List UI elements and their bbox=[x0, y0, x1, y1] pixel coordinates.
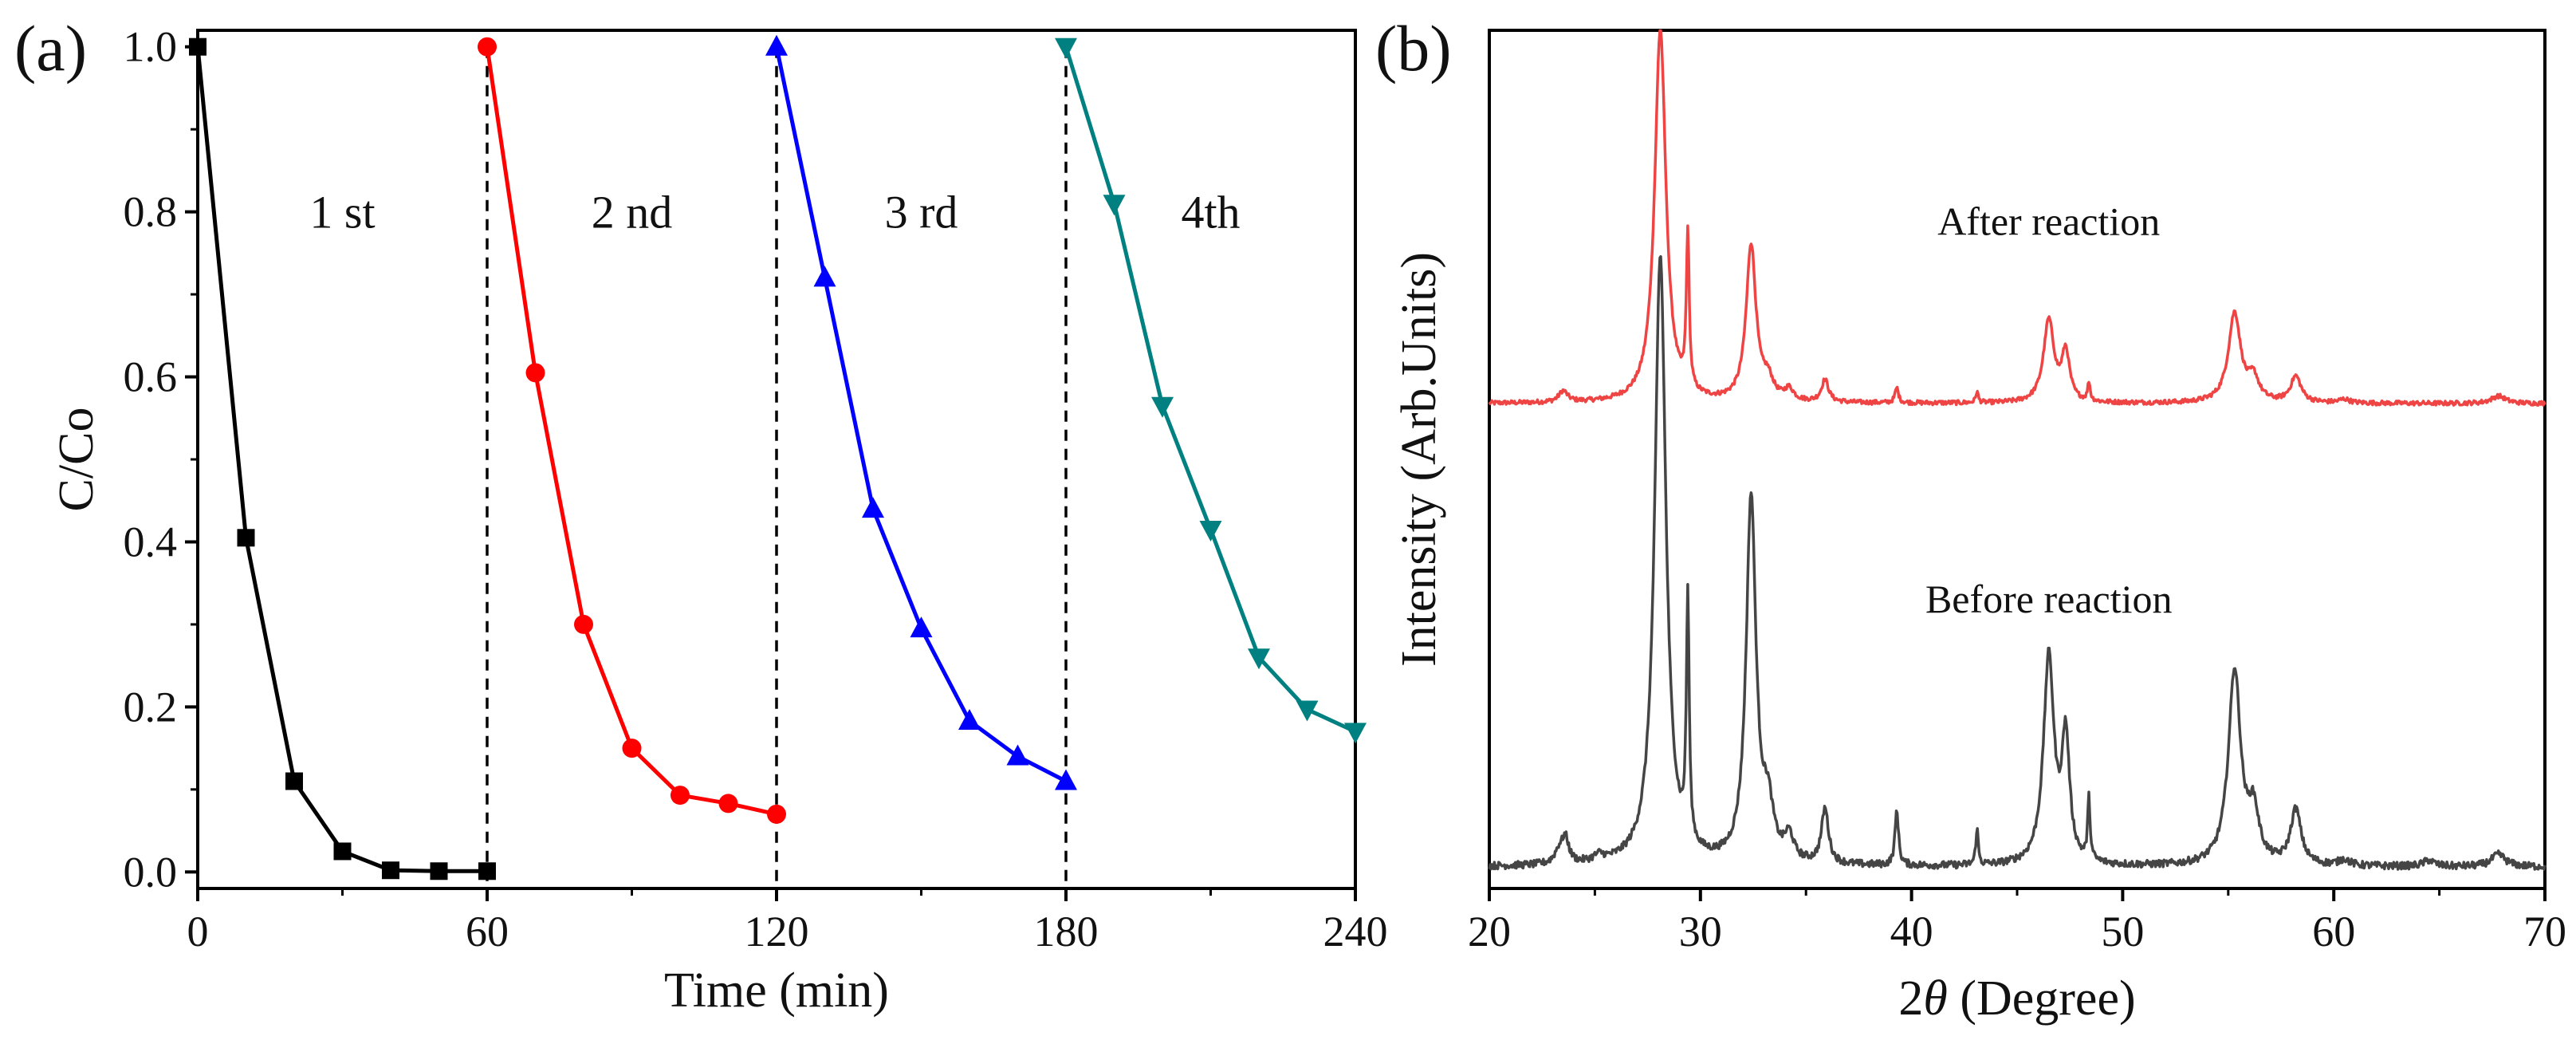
data-point bbox=[671, 786, 690, 806]
data-point bbox=[1006, 744, 1029, 766]
data-point bbox=[1055, 37, 1077, 59]
data-point bbox=[574, 614, 593, 634]
after-reaction-pattern bbox=[1488, 29, 2547, 407]
series-line bbox=[485, 46, 777, 817]
panel-a-x-axis-title: Time (min) bbox=[664, 963, 889, 1018]
panel-b-x-axis-title: 2θ (Degree) bbox=[1898, 971, 2135, 1026]
x-tick-label: 120 bbox=[745, 908, 809, 955]
panel-a-x-ticks: 0 60 120 180 240 bbox=[187, 888, 1388, 955]
data-point bbox=[718, 794, 738, 813]
x-tick-label: 0 bbox=[187, 908, 209, 955]
panel-b-y-axis-title: Intensity (Arb.Units) bbox=[1392, 252, 1446, 667]
data-point bbox=[237, 529, 255, 547]
y-tick-label: 1.0 bbox=[124, 23, 178, 71]
x-tick-label: 60 bbox=[2312, 908, 2355, 955]
data-point bbox=[910, 617, 933, 638]
panel-b-x-ticks: 20 30 40 50 60 70 bbox=[1468, 888, 2566, 955]
series-cycle-2 bbox=[478, 37, 786, 824]
panel-b-xrd-patterns: (b) After reaction Before reaction 20 30 40… bbox=[1375, 12, 2566, 1026]
series-cycle-3 bbox=[765, 34, 1077, 790]
panel-b-label: (b) bbox=[1375, 12, 1452, 85]
series-cycle-4 bbox=[1055, 37, 1367, 744]
cycle-label: 2 nd bbox=[592, 187, 673, 238]
data-point bbox=[382, 861, 399, 880]
data-point bbox=[1199, 520, 1222, 542]
cycle-label: 1 st bbox=[309, 187, 375, 238]
data-point bbox=[478, 37, 497, 57]
x-tick-label: 40 bbox=[1890, 908, 1933, 955]
data-point bbox=[525, 363, 545, 383]
data-point bbox=[478, 862, 496, 880]
x-tick-label: 30 bbox=[1679, 908, 1722, 955]
panel-b-series-labels: After reaction Before reaction bbox=[1925, 199, 2173, 621]
cycle-label: 3 rd bbox=[885, 187, 958, 238]
y-tick-label: 0.4 bbox=[124, 518, 178, 565]
series-line bbox=[1064, 45, 1357, 734]
panel-a-y-axis-title: C/Co bbox=[49, 408, 104, 512]
after-reaction-label: After reaction bbox=[1937, 199, 2160, 244]
x-tick-label: 50 bbox=[2101, 908, 2144, 955]
y-tick-label: 0.0 bbox=[124, 848, 178, 896]
cycle-labels: 1 st 2 nd 3 rd 4th bbox=[309, 187, 1240, 238]
x-tick-label: 70 bbox=[2523, 908, 2566, 955]
cycle-label: 4th bbox=[1181, 187, 1240, 238]
y-tick-label: 0.6 bbox=[124, 353, 178, 401]
data-point bbox=[1055, 769, 1077, 790]
data-point bbox=[622, 739, 642, 758]
panel-a-degradation-cycles: (a) 1 st 2 nd 3 rd 4th 0 60 120 180 240 0.00.20… bbox=[14, 12, 1388, 1018]
series-line bbox=[774, 46, 1068, 783]
data-point bbox=[1248, 648, 1270, 670]
before-reaction-label: Before reaction bbox=[1925, 577, 2173, 621]
data-point bbox=[862, 497, 884, 518]
x-tick-label: 240 bbox=[1323, 908, 1388, 955]
data-point bbox=[813, 266, 836, 287]
data-point bbox=[1344, 723, 1367, 744]
data-point bbox=[1296, 700, 1319, 722]
x-tick-label: 20 bbox=[1468, 908, 1511, 955]
series-line bbox=[195, 46, 487, 873]
y-tick-label: 0.2 bbox=[124, 683, 178, 731]
data-point bbox=[1103, 195, 1126, 216]
data-point bbox=[1151, 396, 1174, 418]
data-point bbox=[958, 708, 981, 730]
before-reaction-pattern bbox=[1488, 254, 2547, 871]
data-point bbox=[285, 772, 303, 790]
panel-b-series bbox=[1488, 29, 2547, 871]
panel-a-series bbox=[189, 34, 1367, 880]
series-cycle-1 bbox=[189, 37, 496, 880]
data-point bbox=[333, 842, 352, 861]
panel-b-plot-frame bbox=[1488, 29, 2547, 890]
panel-a-y-ticks: 0.0 0.2 0.4 0.6 0.8 1.0 bbox=[124, 23, 198, 896]
x-tick-label: 180 bbox=[1034, 908, 1099, 955]
panel-a-label: (a) bbox=[14, 12, 87, 85]
data-point bbox=[430, 862, 448, 880]
cycle-divider-lines bbox=[486, 46, 1068, 888]
data-point bbox=[765, 34, 788, 56]
data-point bbox=[767, 804, 786, 824]
x-tick-label: 60 bbox=[466, 908, 509, 955]
y-tick-label: 0.8 bbox=[124, 188, 178, 236]
